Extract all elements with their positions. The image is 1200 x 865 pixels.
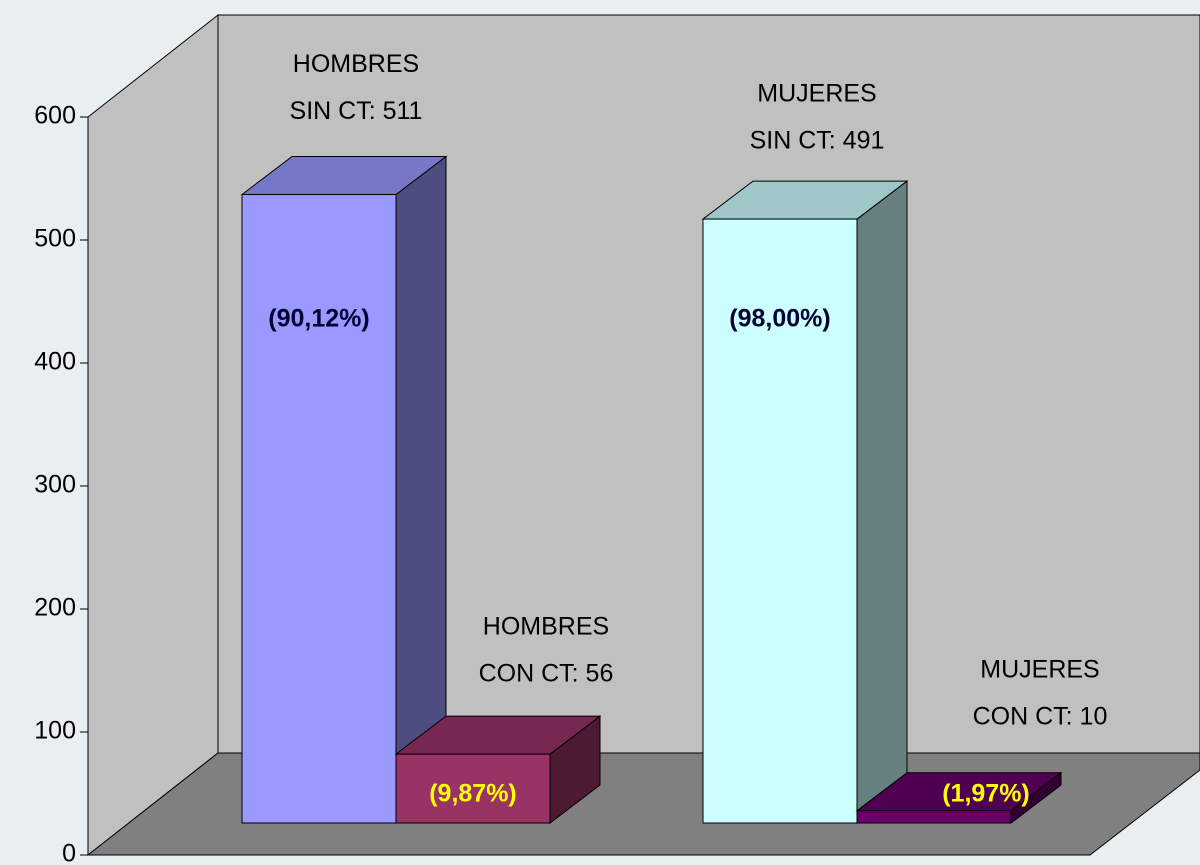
bar	[395, 753, 551, 824]
bar	[856, 810, 1012, 824]
y-tick-label: 400	[34, 348, 76, 376]
percent-label: (1,97%)	[942, 780, 1030, 808]
bar-side	[856, 180, 908, 825]
percent-label: (9,87%)	[429, 780, 517, 808]
y-tick-label: 600	[34, 102, 76, 130]
value-label: CON CT: 10	[973, 702, 1108, 730]
value-label: CON CT: 56	[479, 660, 614, 688]
percent-label: (98,00%)	[729, 305, 830, 333]
category-label: HOMBRES	[293, 50, 419, 78]
category-label: MUJERES	[757, 80, 876, 108]
value-label: SIN CT: 511	[290, 97, 423, 125]
left-wall	[87, 13, 219, 857]
bar	[702, 218, 858, 824]
category-label: MUJERES	[980, 655, 1099, 683]
y-tick-label: 0	[62, 840, 76, 865]
value-label: SIN CT: 491	[750, 127, 885, 155]
percent-label: (90,12%)	[268, 305, 369, 333]
y-tick-label: 300	[34, 471, 76, 499]
y-tick-label: 500	[34, 225, 76, 253]
y-tick-label: 200	[34, 594, 76, 622]
category-label: HOMBRES	[483, 613, 609, 641]
bar	[241, 193, 397, 824]
y-tick-label: 100	[34, 717, 76, 745]
